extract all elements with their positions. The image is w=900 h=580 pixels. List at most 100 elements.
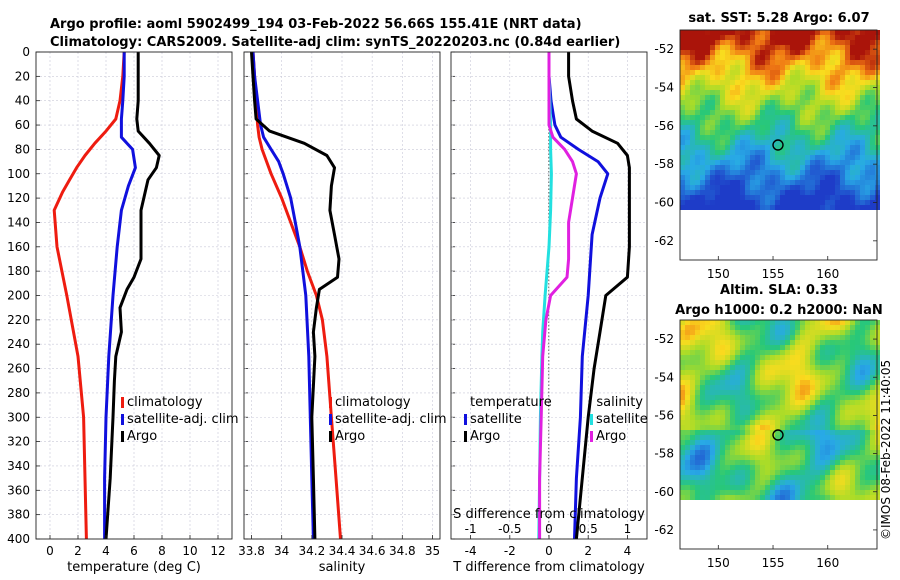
map-cell xyxy=(815,325,820,330)
map-cell xyxy=(860,370,865,375)
map-cell xyxy=(785,400,790,405)
map-cell xyxy=(870,85,875,90)
map-cell xyxy=(765,430,770,435)
map-cell xyxy=(710,365,715,370)
map-cell xyxy=(835,345,840,350)
map-cell xyxy=(700,410,705,415)
map-cell xyxy=(680,375,685,380)
map-cell xyxy=(720,465,725,470)
map-cell xyxy=(770,435,775,440)
map-cell xyxy=(780,100,785,105)
map-cell xyxy=(805,470,810,475)
map-cell xyxy=(855,350,860,355)
map-cell xyxy=(860,135,865,140)
map-cell xyxy=(710,385,715,390)
map-cell xyxy=(805,435,810,440)
map-cell xyxy=(820,65,825,70)
map-cell xyxy=(700,80,705,85)
map-cell xyxy=(790,35,795,40)
map-cell xyxy=(850,355,855,360)
map-cell xyxy=(855,180,860,185)
map-cell xyxy=(825,170,830,175)
map-cell xyxy=(690,370,695,375)
map-cell xyxy=(715,135,720,140)
map-cell xyxy=(855,35,860,40)
map-cell xyxy=(760,70,765,75)
map-cell xyxy=(825,100,830,105)
map-cell xyxy=(700,130,705,135)
map-cell xyxy=(865,150,870,155)
map-cell xyxy=(685,445,690,450)
map-cell xyxy=(830,475,835,480)
map-cell xyxy=(875,475,880,480)
map-cell xyxy=(835,420,840,425)
map-cell xyxy=(740,470,745,475)
map-cell xyxy=(745,460,750,465)
map-cell xyxy=(770,125,775,130)
map-cell xyxy=(715,70,720,75)
map-cell xyxy=(730,140,735,145)
map-cell xyxy=(810,440,815,445)
map-cell xyxy=(730,345,735,350)
map-cell xyxy=(725,100,730,105)
map-cell xyxy=(720,135,725,140)
map-cell xyxy=(685,385,690,390)
map-cell xyxy=(790,495,795,500)
map-cell xyxy=(700,175,705,180)
map-cell xyxy=(720,70,725,75)
map-cell xyxy=(875,110,880,115)
map-cell xyxy=(800,350,805,355)
map-cell xyxy=(780,50,785,55)
map-cell xyxy=(795,105,800,110)
map-cell xyxy=(795,90,800,95)
map-cell xyxy=(750,460,755,465)
map-cell xyxy=(865,390,870,395)
map-cell xyxy=(835,35,840,40)
map-cell xyxy=(765,490,770,495)
map-cell xyxy=(700,470,705,475)
map-cell xyxy=(700,395,705,400)
map-cell xyxy=(845,205,850,210)
map-cell xyxy=(790,130,795,135)
map-cell xyxy=(765,345,770,350)
map-cell xyxy=(840,395,845,400)
map-cell xyxy=(805,465,810,470)
map-cell xyxy=(725,185,730,190)
map-cell xyxy=(800,170,805,175)
map-cell xyxy=(795,100,800,105)
map-cell xyxy=(855,195,860,200)
map-cell xyxy=(860,340,865,345)
map-cell xyxy=(810,395,815,400)
map-cell xyxy=(755,370,760,375)
map-cell xyxy=(815,90,820,95)
map-cell xyxy=(775,365,780,370)
sla-map-title-2: Argo h1000: 0.2 h2000: NaN xyxy=(675,303,883,318)
map-cell xyxy=(770,50,775,55)
top-x-tick-label: 0.5 xyxy=(579,522,598,536)
map-cell xyxy=(710,85,715,90)
legend-swatch xyxy=(464,431,467,442)
map-cell xyxy=(875,445,880,450)
map-cell xyxy=(785,330,790,335)
map-cell xyxy=(685,390,690,395)
map-cell xyxy=(820,190,825,195)
map-cell xyxy=(820,435,825,440)
map-cell xyxy=(820,405,825,410)
map-cell xyxy=(720,40,725,45)
map-cell xyxy=(855,160,860,165)
map-cell xyxy=(700,385,705,390)
map-cell xyxy=(745,335,750,340)
map-cell xyxy=(700,105,705,110)
map-cell xyxy=(865,460,870,465)
map-cell xyxy=(705,355,710,360)
map-cell xyxy=(855,325,860,330)
map-cell xyxy=(865,180,870,185)
map-cell xyxy=(730,110,735,115)
map-cell xyxy=(685,155,690,160)
map-cell xyxy=(725,325,730,330)
map-cell xyxy=(850,100,855,105)
map-cell xyxy=(770,80,775,85)
map-cell xyxy=(690,385,695,390)
map-cell xyxy=(680,155,685,160)
map-cell xyxy=(755,455,760,460)
